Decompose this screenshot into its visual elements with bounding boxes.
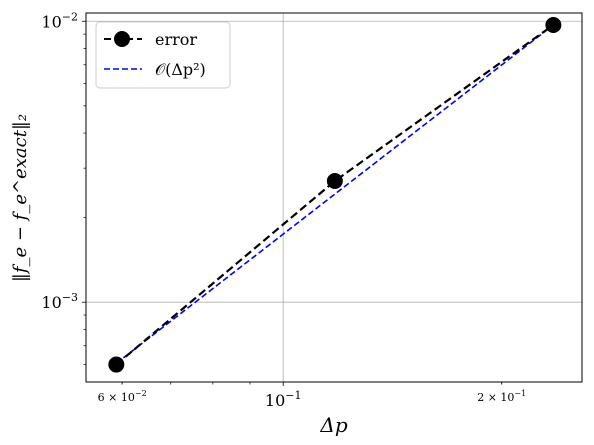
series-line-order (115, 24, 554, 364)
y-tick-label: 10−2 (41, 10, 78, 31)
legend-label-order: 𝒪(Δp²) (155, 60, 206, 79)
x-tick-label: 2 × 10−1 (477, 389, 526, 404)
x-axis-label: Δp (319, 413, 347, 437)
grid-lines (86, 13, 582, 382)
x-tick-label: 6 × 10−2 (98, 389, 147, 404)
legend-marker-error (114, 31, 130, 47)
y-axis-label: ‖f_e − f_e^exact‖₂ (10, 114, 31, 282)
plot-frame (85, 12, 583, 383)
legend-label-error: error (155, 30, 197, 49)
data-point-error (108, 356, 125, 373)
legend: error 𝒪(Δp²) (95, 21, 231, 89)
data-point-error (326, 173, 343, 190)
x-tick-label: 10−1 (265, 389, 302, 410)
series-layer (108, 16, 562, 373)
tick-layer: 6 × 10−2 10−1 2 × 10−1 10−3 10−2 (41, 10, 526, 410)
data-point-error (545, 16, 562, 33)
y-tick-label: 10−3 (41, 291, 78, 312)
